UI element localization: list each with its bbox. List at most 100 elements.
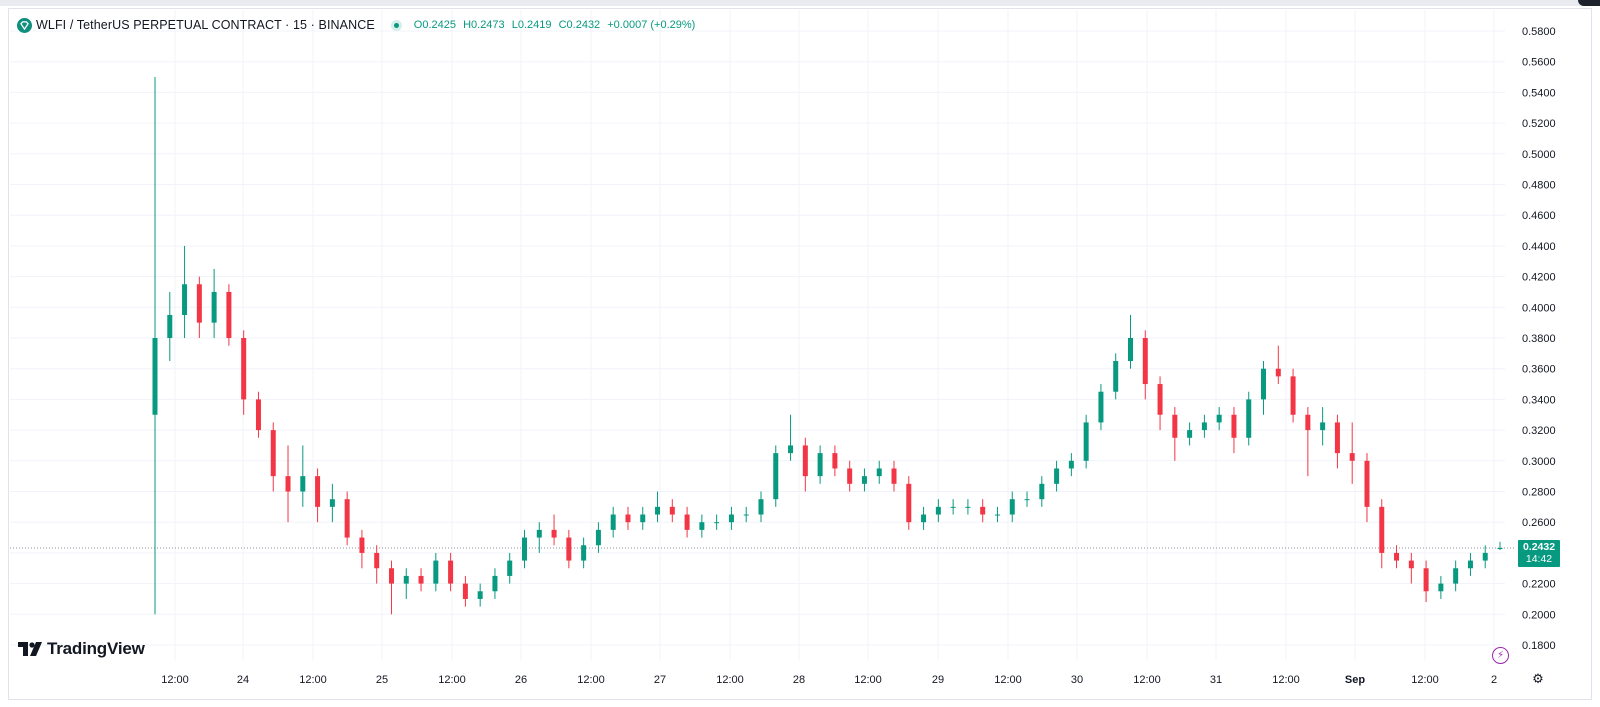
candle-body [418, 575, 424, 584]
candle-body [315, 476, 321, 507]
candle-body [1438, 583, 1444, 592]
candle [655, 491, 661, 523]
window-top-edge [0, 0, 1600, 6]
candle-body [344, 499, 350, 538]
candle-body [1231, 414, 1237, 438]
candle [581, 537, 587, 569]
time-tick-label: 12:00 [1272, 674, 1300, 686]
candle-body [300, 476, 306, 492]
candle [1334, 414, 1340, 469]
candle [832, 445, 838, 477]
candle [226, 284, 232, 346]
candle [522, 529, 528, 569]
candle [699, 514, 705, 538]
candle [315, 468, 321, 523]
candle [788, 414, 794, 461]
candle-body [551, 529, 557, 538]
high-value: 0.2473 [471, 19, 505, 31]
candle [300, 445, 306, 507]
candle-body [1187, 430, 1193, 438]
candle [640, 506, 646, 530]
candle [891, 460, 897, 492]
candle [1009, 491, 1015, 523]
candle [1423, 560, 1429, 603]
candle-body [728, 514, 734, 523]
candle [1113, 353, 1119, 400]
candle-body [1216, 414, 1222, 423]
candle-body [1261, 368, 1267, 400]
candle-body [965, 506, 971, 508]
candle [625, 506, 631, 530]
candle-body [1127, 338, 1133, 362]
candle-body [1083, 422, 1089, 461]
time-tick-label: 30 [1071, 674, 1083, 686]
candle [950, 499, 956, 515]
candle-body [270, 430, 276, 477]
candle [477, 583, 483, 607]
bar-countdown: 14:42 [1525, 553, 1553, 565]
price-tick-label: 0.2600 [1522, 517, 1556, 529]
price-tick-label: 0.5600 [1522, 57, 1556, 69]
candle-body [536, 529, 542, 538]
candle [1467, 552, 1473, 576]
candle [536, 522, 542, 553]
candle-body [788, 445, 794, 454]
time-tick-label: 12:00 [716, 674, 744, 686]
candle [1379, 499, 1385, 569]
candle-body [640, 514, 646, 523]
price-tick-label: 0.4800 [1522, 180, 1556, 192]
candle-body [182, 284, 188, 315]
symbol-title[interactable]: WLFI / TetherUS PERPETUAL CONTRACT · 15 … [36, 18, 375, 32]
time-tick-label: 12:00 [161, 674, 189, 686]
candle [758, 491, 764, 523]
candle-body [1482, 552, 1488, 561]
candle [802, 437, 808, 492]
candle-body [448, 560, 454, 584]
price-tick-label: 0.1800 [1522, 640, 1556, 652]
low-value: 0.2419 [517, 19, 552, 31]
candle [817, 445, 823, 484]
candle-body [1113, 361, 1119, 392]
candle [1201, 414, 1207, 438]
time-tick-label: 12:00 [1411, 674, 1439, 686]
candle [448, 552, 454, 592]
price-tick-label: 0.5800 [1522, 26, 1556, 38]
price-tick-label: 0.5200 [1522, 118, 1556, 130]
wlfi-logo-icon [17, 17, 32, 33]
candle-body [743, 514, 749, 516]
price-tick-label: 0.5400 [1522, 87, 1556, 99]
candle-body [1068, 460, 1074, 469]
candle-body [1394, 552, 1400, 561]
gear-icon[interactable]: ⚙ [1532, 671, 1544, 686]
time-tick-label: 24 [237, 674, 249, 686]
candle [1497, 541, 1503, 550]
candles [152, 77, 1503, 615]
time-axis[interactable]: 12:00 24 12:00 25 12:00 26 12:00 27 12:00 28 12:00… [161, 674, 1497, 686]
candle [167, 291, 173, 362]
candle-body [699, 522, 705, 530]
candle [1482, 545, 1488, 569]
price-tick-label: 0.2200 [1522, 579, 1556, 591]
candle [728, 506, 734, 530]
tradingview-logo[interactable]: TradingView [18, 639, 145, 659]
candle [743, 506, 749, 523]
last-price-label: 0.2432 14:42 [1518, 540, 1560, 567]
candle-body [1305, 414, 1311, 431]
candle-body [211, 291, 217, 323]
candle-body [403, 575, 409, 584]
candle [1068, 453, 1074, 477]
symbol-legend[interactable]: WLFI / TetherUS PERPETUAL CONTRACT · 15 … [17, 15, 699, 35]
candle [994, 506, 1000, 523]
candle [329, 483, 335, 523]
price-tick-label: 0.4600 [1522, 210, 1556, 222]
price-tick-label: 0.3800 [1522, 333, 1556, 345]
candle-body [610, 514, 616, 530]
candle-body [1172, 414, 1178, 438]
lightning-icon[interactable]: ⚡ [1492, 647, 1509, 664]
candle [1157, 376, 1163, 431]
candle [403, 568, 409, 599]
candle-body [861, 476, 867, 484]
candle [1127, 314, 1133, 369]
ohlc-values: O0.2425 H0.2473 L0.2419 C0.2432 +0.0007 … [413, 19, 696, 31]
